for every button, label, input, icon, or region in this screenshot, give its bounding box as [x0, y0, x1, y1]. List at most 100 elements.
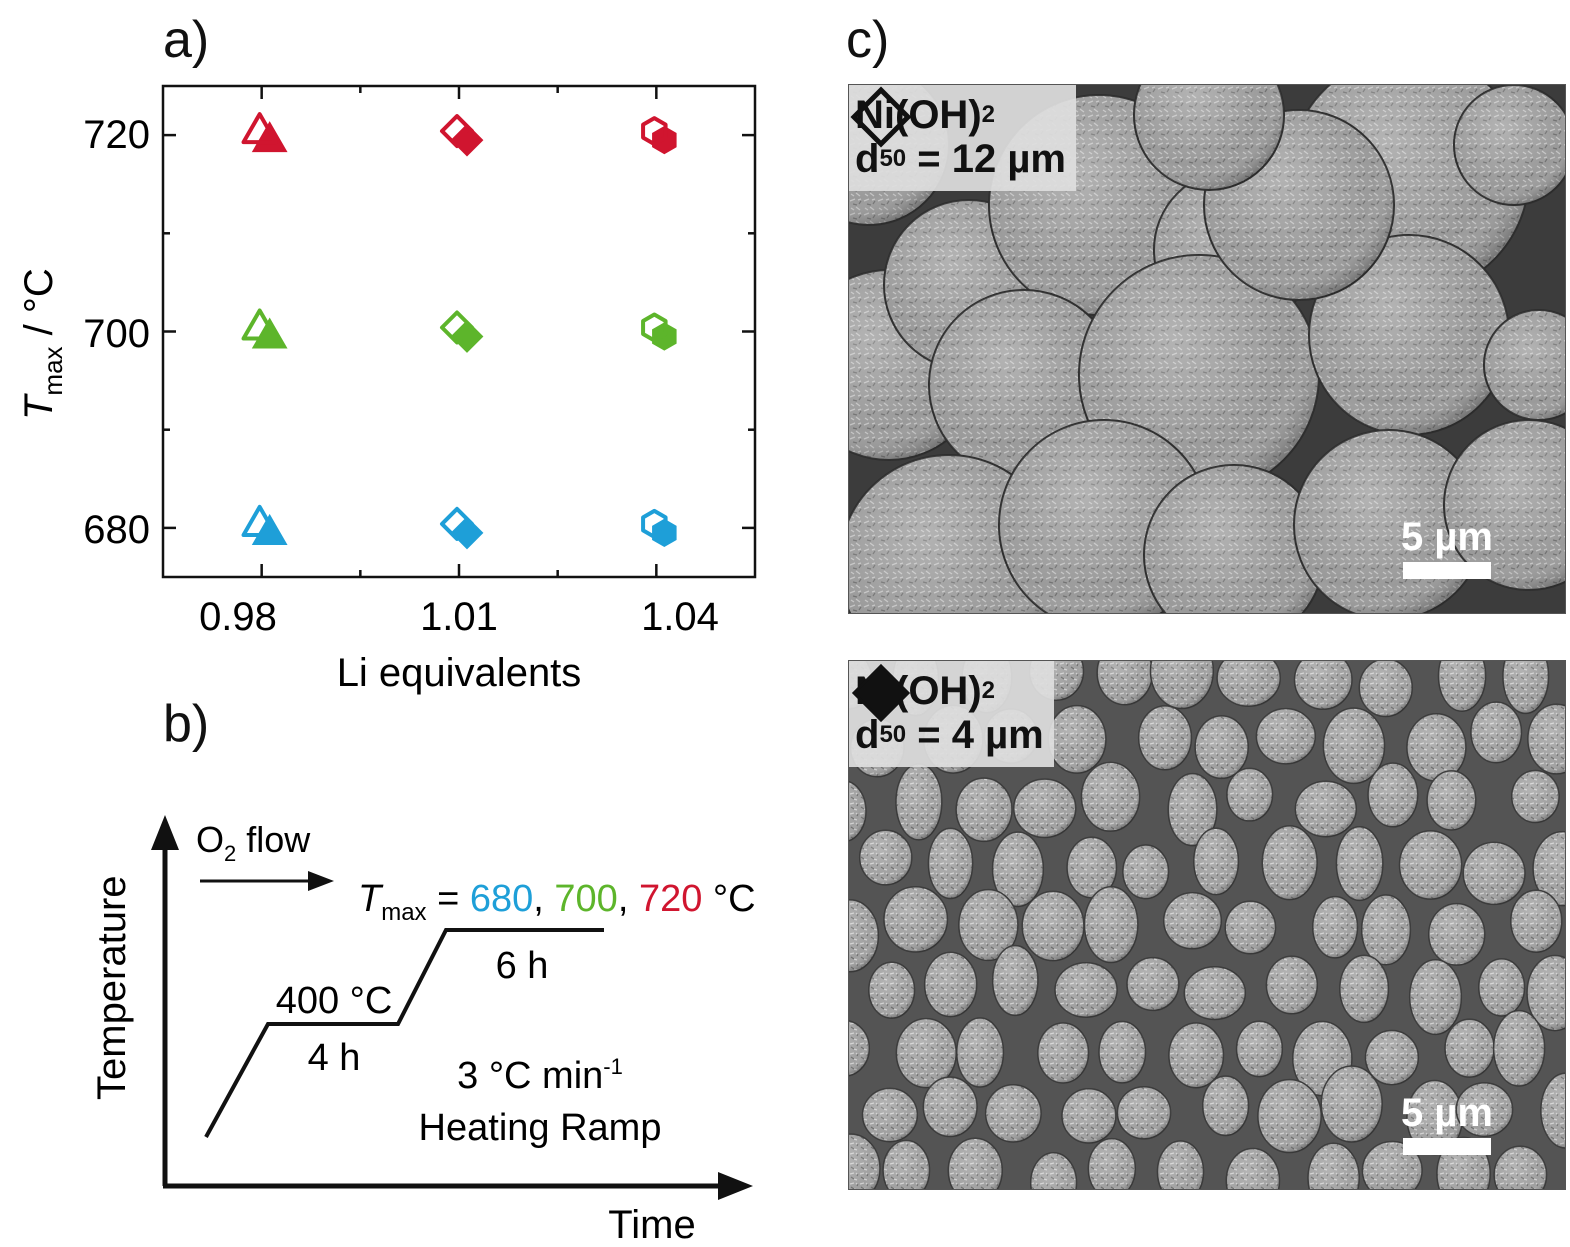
sem-particle-shade — [1406, 713, 1466, 782]
sem-image-large-particles: Ni(OH) 2 d 50 = 12 µm 5 µm — [848, 84, 1566, 614]
sem-particle-shade — [1134, 85, 1284, 190]
tmax-main: T — [358, 878, 384, 920]
sem-particle-shade — [1444, 420, 1565, 590]
sem-particle-shade — [1493, 1010, 1545, 1087]
sem-particle-shade — [1193, 828, 1239, 895]
sem-particle-shade — [849, 899, 879, 972]
sem-particle-shade — [1365, 1030, 1419, 1085]
sem-particle-shade — [1308, 1143, 1360, 1189]
sem-particle-shade — [956, 778, 1012, 842]
sem-image-small-particles: Ni(OH) 2 d 50 = 4 µm 5 µm — [848, 660, 1566, 1190]
hold-temperature-1: 400 °C — [276, 980, 393, 1022]
sem-particle-shade — [1195, 715, 1249, 779]
sem-particle-shade — [862, 1088, 918, 1142]
open-triangle-point — [241, 504, 278, 537]
filled-diamond-point — [450, 123, 484, 157]
sem-particle-shade — [1256, 708, 1316, 764]
heating-schedule-diagram: Temperature Time O2 flow Tmax = 680, 700… — [90, 815, 756, 1247]
sem-particle-shade — [1144, 465, 1324, 613]
sem-particle-shade — [1359, 661, 1413, 717]
sem-particle-shade — [1361, 894, 1411, 965]
material-subscript: 2 — [981, 676, 995, 704]
sem-particle-shade — [1406, 1080, 1463, 1155]
time-axis-label: Time — [608, 1203, 695, 1247]
sem-particle-shade — [1257, 1079, 1322, 1153]
scale-bar-label: 5 µm — [1401, 1091, 1493, 1135]
filled-diamond-point — [450, 320, 484, 353]
tmax-value-720: 720 — [639, 878, 702, 920]
d50-row: d 50 = 12 µm — [855, 137, 1066, 181]
sem-particle-shade — [1122, 845, 1169, 899]
y-axis-label-unit: / °C — [17, 268, 61, 346]
temperature-profile — [204, 928, 604, 1138]
sem-particle-shade — [1470, 702, 1522, 763]
open-triangle-point — [241, 112, 278, 145]
tmax-equals: = — [427, 878, 470, 920]
sem-particle-shade — [1438, 661, 1486, 712]
sem-particle-shade — [1527, 704, 1565, 774]
sem-particle-shade — [1321, 1066, 1383, 1142]
open-hexagon-point — [641, 116, 668, 147]
panel-label-b: b) — [163, 695, 210, 753]
o2-flow-label-rest: flow — [236, 819, 311, 860]
tmax-value-680: 680 — [470, 878, 533, 920]
d50-row: d 50 = 4 µm — [855, 713, 1044, 757]
sem-particle-shade — [1309, 235, 1509, 435]
sem-particle-shade — [1540, 1073, 1565, 1149]
d50-value: = 4 µm — [906, 713, 1044, 757]
scale-bar-line — [1402, 562, 1491, 579]
sem-particle-shade — [1323, 708, 1385, 784]
d-label: d — [855, 137, 880, 181]
tmax-sub: max — [381, 899, 426, 926]
open-triangle-point — [241, 308, 278, 341]
d-subscript: 50 — [879, 720, 907, 748]
d50-value: = 12 µm — [906, 137, 1066, 181]
y-axis-label: Tmax / °C — [17, 268, 68, 420]
y-tick-label: 720 — [83, 113, 150, 157]
sem-particle-shade — [948, 1138, 1003, 1189]
sem-particle-shade — [895, 764, 942, 840]
o2-flow-label-sub: 2 — [224, 841, 236, 866]
tmax-value-700: 700 — [554, 878, 617, 920]
sem-particle-shade — [1022, 891, 1084, 961]
sem-particle-shade — [1150, 661, 1214, 709]
sem-particle-shade — [1138, 705, 1192, 770]
sem-particle-shade — [924, 952, 977, 1017]
sem-particle-shade — [1157, 1140, 1204, 1189]
sem-particle-shade — [1494, 1146, 1547, 1189]
sem-particle-shade — [1454, 85, 1565, 205]
temperature-axis-arrowhead — [151, 815, 179, 850]
sem-particle-shade — [1127, 957, 1179, 1011]
sem-particle-shade — [1184, 966, 1246, 1020]
panel-label-a: a) — [163, 11, 210, 69]
open-diamond-point — [440, 506, 474, 541]
scatter-chart: 0.98 1.01 1.04 680 700 720 Li equivalent… — [17, 84, 757, 695]
sem-particle-shade — [1427, 770, 1476, 830]
sem-particle-shade — [956, 1018, 1004, 1088]
material-name: Ni(OH) — [855, 93, 982, 137]
tmax-separator: , — [533, 878, 554, 920]
sem-particle-shade — [1067, 837, 1117, 898]
sem-particle-shade — [849, 1020, 870, 1076]
sem-particle-shade — [1168, 1023, 1224, 1088]
sem-particle-shade — [1262, 825, 1318, 900]
sem-particle-shade — [1055, 962, 1118, 1018]
sem-particle-shade — [1168, 773, 1217, 846]
d-label: d — [855, 713, 880, 757]
sem-particle-shade — [1117, 1086, 1171, 1139]
material-row: Ni(OH) 2 — [851, 663, 1044, 723]
sem-particle-shade — [1399, 830, 1462, 900]
sem-particle-shade — [1037, 1022, 1089, 1083]
y-tick-label: 680 — [83, 508, 150, 552]
open-hexagon-point — [641, 312, 668, 343]
hold-time-1: 4 h — [308, 1037, 361, 1079]
scale-bar-line — [1402, 1138, 1491, 1155]
material-row: Ni(OH) 2 — [850, 86, 1066, 148]
ramp-rate-exponent: -1 — [603, 1054, 623, 1079]
o2-flow-label-main: O — [196, 819, 224, 860]
sem-particle-shade — [1030, 1152, 1077, 1189]
sem-particle-shade — [958, 889, 1018, 961]
x-tick-label: 0.98 — [199, 595, 277, 639]
open-diamond-point — [440, 310, 474, 345]
sem-particle-shade — [1295, 781, 1357, 837]
